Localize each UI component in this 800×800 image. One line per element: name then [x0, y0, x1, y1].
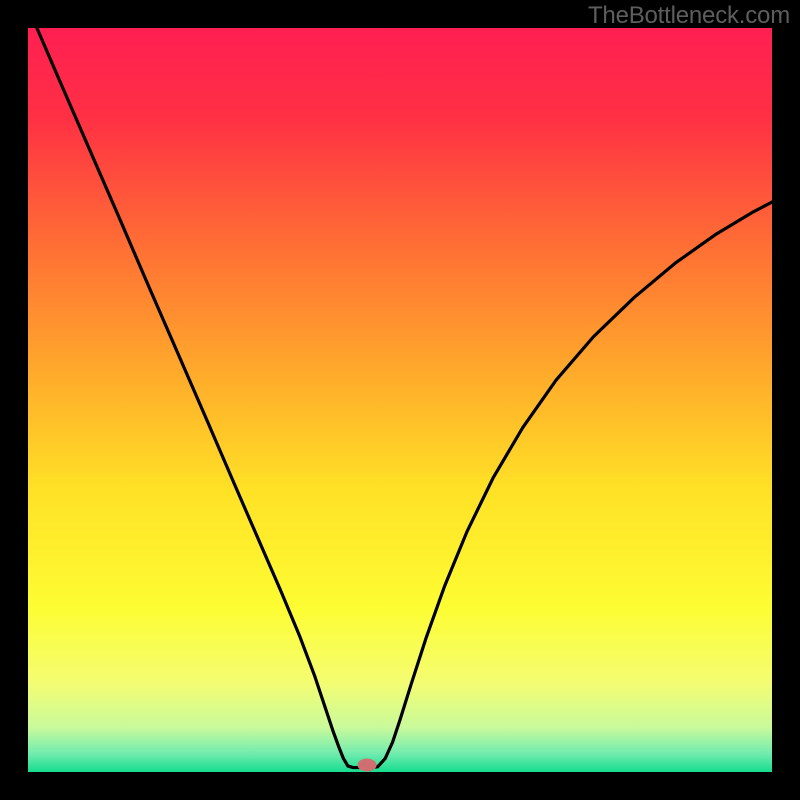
watermark-text: TheBottleneck.com [588, 2, 790, 30]
chart-frame: TheBottleneck.com [0, 0, 800, 800]
curve-svg [28, 28, 772, 772]
bottleneck-curve [37, 28, 772, 768]
optimal-point-marker [358, 759, 377, 772]
plot-area [28, 28, 772, 772]
